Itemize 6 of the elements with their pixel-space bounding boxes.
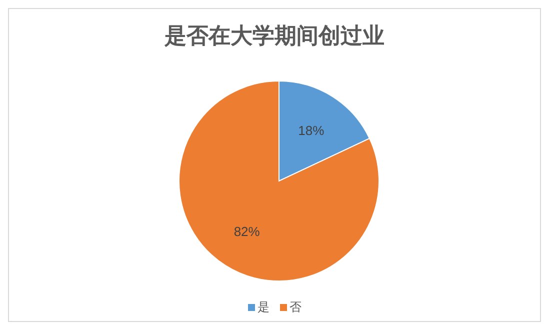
chart-title: 是否在大学期间创过业 bbox=[164, 22, 386, 50]
data-label: 82% bbox=[234, 224, 260, 240]
legend-label: 是 bbox=[256, 299, 270, 316]
data-label: 18% bbox=[298, 122, 325, 138]
pie-slice bbox=[178, 80, 380, 282]
legend-label: 否 bbox=[288, 299, 302, 316]
